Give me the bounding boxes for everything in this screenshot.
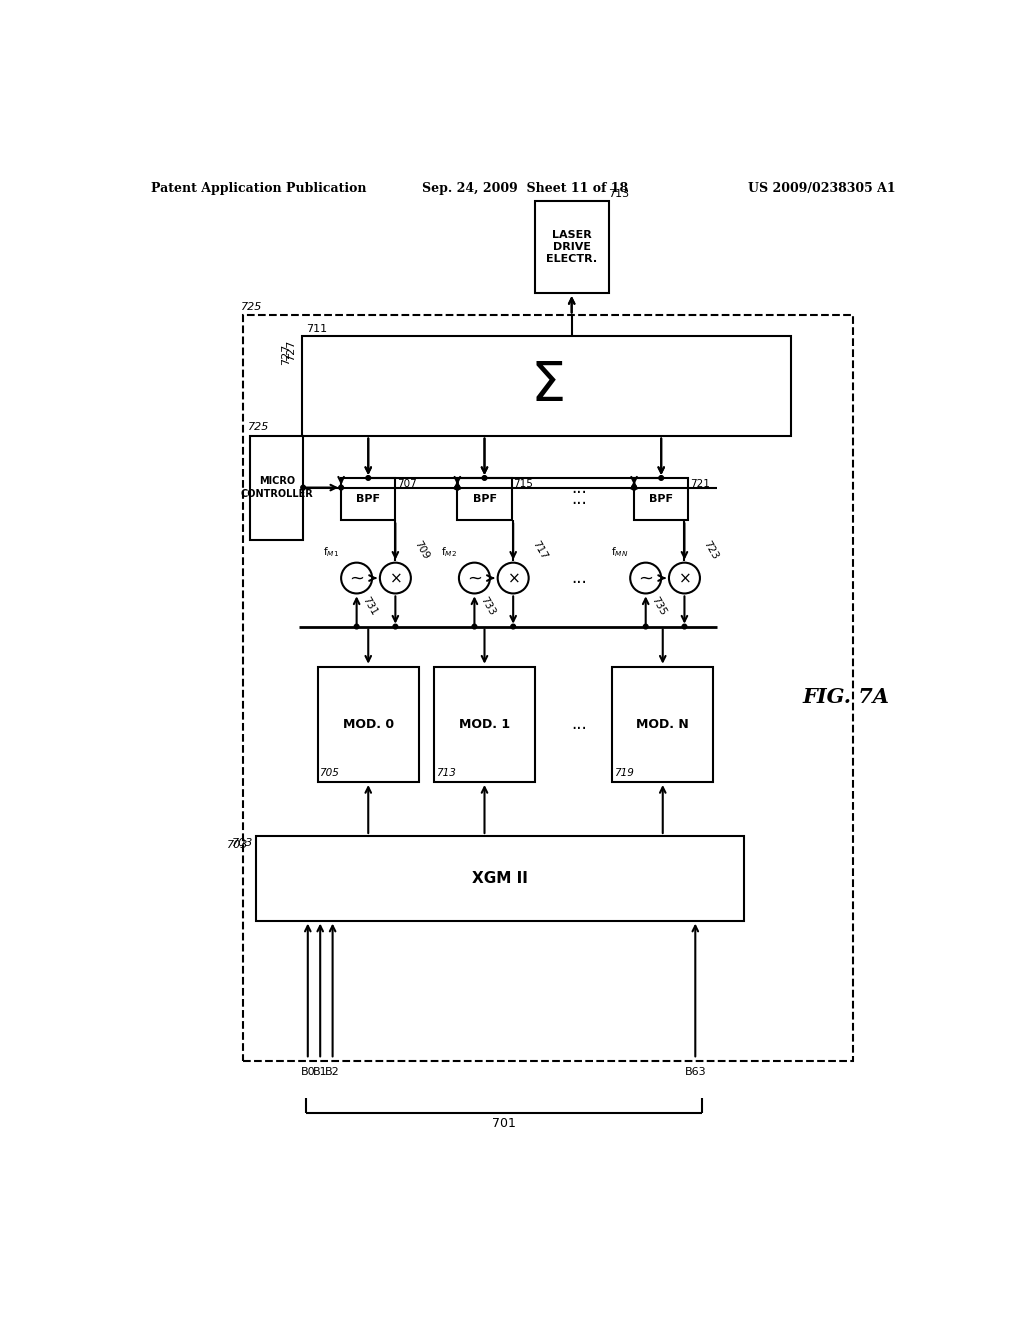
Text: 725: 725 [248, 422, 269, 432]
Text: 735: 735 [649, 595, 669, 618]
Text: ...: ... [571, 490, 587, 508]
Circle shape [682, 624, 687, 628]
Text: 727: 727 [286, 339, 296, 360]
Text: 731: 731 [360, 595, 379, 618]
Text: $\times$: $\times$ [507, 570, 519, 586]
Text: 715: 715 [513, 479, 534, 490]
Bar [302, 335, 791, 436]
Bar [612, 667, 713, 781]
Text: 717: 717 [530, 539, 549, 561]
Text: 725: 725 [241, 302, 262, 312]
Text: ...: ... [571, 479, 587, 496]
Text: 707: 707 [397, 479, 417, 490]
Text: $\times$: $\times$ [678, 570, 691, 586]
Circle shape [366, 475, 371, 480]
Text: 713: 713 [435, 768, 456, 779]
Text: 721: 721 [690, 479, 710, 490]
Text: ...: ... [571, 715, 587, 734]
Circle shape [455, 486, 460, 490]
Text: $\times$: $\times$ [389, 570, 401, 586]
Text: Patent Application Publication: Patent Application Publication [152, 182, 367, 194]
Circle shape [632, 486, 636, 490]
Bar [341, 478, 395, 520]
Bar [317, 667, 419, 781]
Bar [256, 836, 744, 921]
Text: MOD. 1: MOD. 1 [459, 718, 510, 731]
Text: BPF: BPF [472, 494, 497, 504]
Circle shape [339, 486, 343, 490]
Text: MOD. N: MOD. N [636, 718, 689, 731]
Text: 727: 727 [281, 343, 291, 364]
Text: 703: 703 [232, 838, 254, 849]
Text: BPF: BPF [649, 494, 673, 504]
Text: 701: 701 [492, 1117, 516, 1130]
Text: 713: 713 [608, 189, 630, 199]
Text: 719: 719 [614, 768, 634, 779]
Text: ...: ... [571, 569, 587, 587]
Bar [634, 478, 688, 520]
Bar [535, 201, 608, 293]
Circle shape [393, 624, 397, 628]
Text: FIG. 7A: FIG. 7A [802, 688, 889, 708]
Circle shape [632, 486, 636, 490]
Bar [243, 315, 853, 1061]
Text: ~: ~ [638, 569, 653, 587]
Text: f$_{M2}$: f$_{M2}$ [440, 545, 457, 558]
Text: 703: 703 [226, 840, 248, 850]
Circle shape [511, 624, 515, 628]
Text: 711: 711 [306, 323, 328, 334]
Text: B2: B2 [326, 1067, 340, 1077]
Text: B1: B1 [313, 1067, 328, 1077]
Text: BPF: BPF [356, 494, 380, 504]
Text: ~: ~ [467, 569, 482, 587]
Circle shape [455, 486, 460, 490]
Text: MICRO
CONTROLLER: MICRO CONTROLLER [241, 477, 313, 499]
Text: f$_{MN}$: f$_{MN}$ [610, 545, 628, 558]
Text: US 2009/0238305 A1: US 2009/0238305 A1 [748, 182, 895, 194]
Text: Sep. 24, 2009  Sheet 11 of 18: Sep. 24, 2009 Sheet 11 of 18 [422, 182, 628, 194]
Bar [434, 667, 535, 781]
Text: XGM II: XGM II [472, 871, 528, 886]
Bar [251, 436, 303, 540]
Text: MOD. 0: MOD. 0 [343, 718, 394, 731]
Text: f$_{M1}$: f$_{M1}$ [323, 545, 339, 558]
Text: 723: 723 [701, 539, 720, 561]
Circle shape [354, 624, 359, 628]
Circle shape [482, 475, 486, 480]
Circle shape [643, 624, 648, 628]
Text: 709: 709 [413, 539, 431, 561]
Circle shape [472, 624, 477, 628]
Bar [458, 478, 512, 520]
Text: LASER
DRIVE
ELECTR.: LASER DRIVE ELECTR. [546, 230, 597, 264]
Text: 705: 705 [319, 768, 339, 779]
Text: B0: B0 [300, 1067, 315, 1077]
Text: ~: ~ [349, 569, 365, 587]
Circle shape [301, 486, 305, 490]
Circle shape [658, 475, 664, 480]
Text: B63: B63 [684, 1067, 707, 1077]
Text: 733: 733 [478, 595, 497, 618]
Text: $\Sigma$: $\Sigma$ [529, 358, 563, 413]
